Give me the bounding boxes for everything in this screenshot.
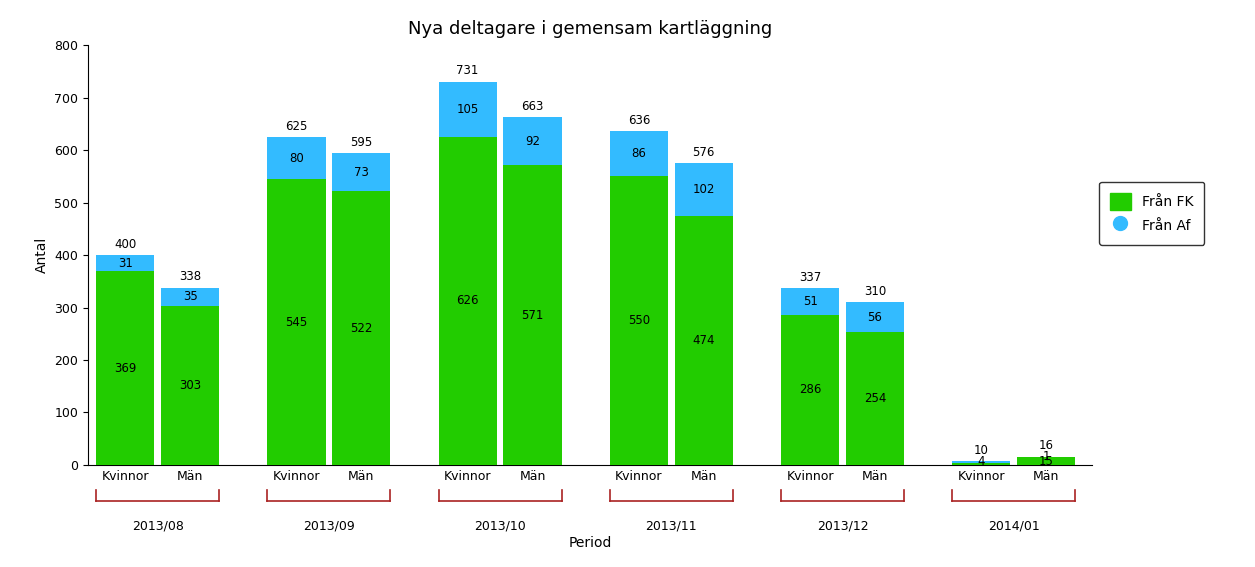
Text: 310: 310 [863, 285, 886, 298]
Text: 51: 51 [803, 295, 817, 308]
Text: 92: 92 [525, 135, 540, 148]
Text: 105: 105 [457, 103, 479, 116]
Text: 16: 16 [1039, 439, 1054, 452]
Bar [333, 153, 390, 191]
Bar [503, 117, 561, 166]
Text: 35: 35 [183, 290, 197, 303]
Text: 400: 400 [114, 238, 137, 251]
Text: 2013/10: 2013/10 [474, 519, 526, 532]
Text: 522: 522 [350, 321, 373, 335]
Title: Nya deltagare i gemensam kartläggning: Nya deltagare i gemensam kartläggning [408, 20, 772, 38]
Text: 474: 474 [693, 334, 715, 347]
Bar [97, 255, 154, 272]
Text: 369: 369 [114, 362, 137, 375]
Text: 337: 337 [799, 271, 821, 284]
Text: 545: 545 [285, 315, 307, 328]
Text: 1: 1 [1043, 450, 1050, 463]
Text: 73: 73 [354, 166, 369, 179]
Text: 571: 571 [521, 308, 543, 321]
Text: 4: 4 [978, 455, 985, 468]
Text: 626: 626 [457, 294, 479, 307]
Bar [161, 287, 220, 306]
Text: 31: 31 [118, 257, 133, 270]
Text: 2014/01: 2014/01 [988, 519, 1039, 532]
Bar [438, 137, 497, 465]
Bar [610, 176, 668, 465]
Bar [503, 166, 561, 465]
Bar [675, 163, 733, 217]
Bar [1017, 457, 1076, 465]
Text: 2013/08: 2013/08 [132, 519, 183, 532]
Text: 2013/11: 2013/11 [645, 519, 697, 532]
Bar [161, 306, 220, 465]
X-axis label: Period: Period [569, 536, 611, 550]
Bar [953, 461, 1010, 463]
Bar [267, 179, 325, 465]
Bar [675, 217, 733, 465]
Text: 80: 80 [289, 151, 304, 164]
Text: 663: 663 [521, 100, 543, 113]
Text: 303: 303 [179, 379, 201, 392]
Text: 576: 576 [693, 146, 715, 159]
Bar [781, 315, 840, 465]
Text: 2013/12: 2013/12 [817, 519, 868, 532]
Bar [781, 288, 840, 315]
Text: 595: 595 [350, 136, 373, 149]
Text: 550: 550 [628, 314, 650, 327]
Bar [267, 137, 325, 179]
Bar [333, 191, 390, 465]
Text: 2013/09: 2013/09 [302, 519, 355, 532]
Bar [846, 332, 904, 465]
Text: 254: 254 [863, 392, 886, 405]
Text: 102: 102 [693, 183, 715, 196]
Bar [438, 82, 497, 137]
Text: 15: 15 [1039, 455, 1054, 468]
Text: 10: 10 [974, 443, 989, 456]
Bar [97, 272, 154, 465]
Text: 625: 625 [285, 120, 307, 133]
Text: 636: 636 [628, 114, 650, 127]
Y-axis label: Antal: Antal [35, 237, 49, 273]
Legend: Från FK, Från Af: Från FK, Från Af [1099, 181, 1205, 245]
Text: 731: 731 [457, 64, 479, 77]
Bar [846, 302, 904, 332]
Text: 56: 56 [867, 311, 882, 324]
Text: 286: 286 [799, 383, 821, 396]
Bar [610, 132, 668, 176]
Text: 338: 338 [179, 270, 201, 284]
Bar [953, 463, 1010, 465]
Text: 86: 86 [631, 147, 646, 160]
